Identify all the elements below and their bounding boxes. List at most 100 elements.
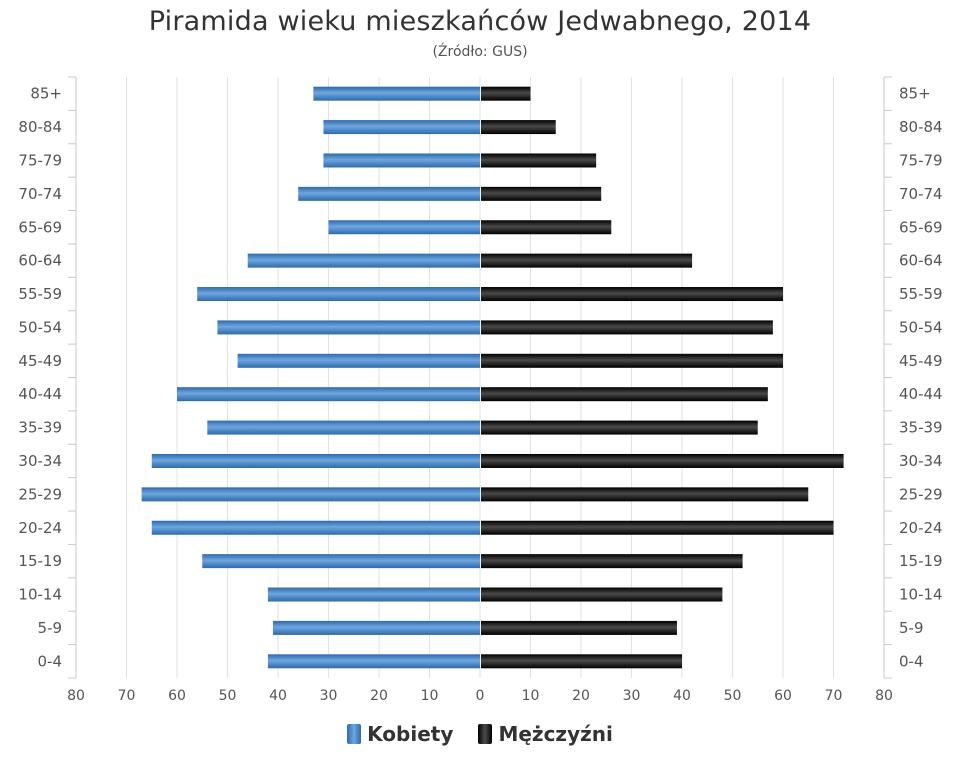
y-tick-label-left: 70-74 [18, 185, 62, 203]
bar-mezczyzni[interactable] [481, 587, 723, 602]
y-tick-label-right: 30-34 [899, 452, 943, 470]
y-tick-label-left: 20-24 [18, 519, 62, 537]
x-tick-label: 10 [522, 688, 540, 704]
x-tick-label: 70 [825, 688, 843, 704]
bar-kobiety[interactable] [267, 587, 480, 602]
y-tick-label-left: 85+ [30, 85, 62, 103]
bar-mezczyzni[interactable] [481, 253, 693, 268]
y-tick-label-left: 40-44 [18, 385, 62, 403]
x-tick-label: 10 [421, 688, 439, 704]
x-tick-label: 0 [476, 688, 485, 704]
legend-swatch-mezczyzni [478, 724, 493, 744]
legend-label-mezczyzni: Mężczyźni [498, 722, 613, 746]
legend: Kobiety Mężczyźni [0, 722, 960, 748]
y-tick-label-right: 65-69 [899, 218, 943, 236]
chart-title: Piramida wieku mieszkańców Jedwabnego, 2… [148, 6, 812, 37]
x-tick-label: 50 [724, 688, 742, 704]
y-tick-label-right: 70-74 [899, 185, 943, 203]
x-tick-label: 40 [269, 688, 287, 704]
x-tick-label: 20 [572, 688, 590, 704]
x-tick-label: 40 [673, 688, 691, 704]
y-tick-label-left: 15-19 [18, 552, 62, 570]
bar-mezczyzni[interactable] [481, 86, 531, 101]
y-tick-label-right: 40-44 [899, 385, 943, 403]
bar-mezczyzni[interactable] [481, 353, 783, 368]
y-tick-label-left: 35-39 [18, 419, 62, 437]
bar-mezczyzni[interactable] [481, 320, 773, 335]
x-tick-label: 60 [774, 688, 792, 704]
bar-mezczyzni[interactable] [481, 453, 844, 468]
bar-kobiety[interactable] [247, 253, 480, 268]
y-tick-label-left: 80-84 [18, 118, 62, 136]
y-tick-label-left: 0-4 [38, 652, 63, 670]
bar-kobiety[interactable] [207, 420, 481, 435]
legend-item-mezczyzni[interactable]: Mężczyźni [478, 722, 613, 746]
bar-mezczyzni[interactable] [481, 387, 768, 402]
x-tick-label: 30 [623, 688, 641, 704]
x-tick-label: 80 [875, 688, 893, 704]
y-tick-label-right: 80-84 [899, 118, 943, 136]
bar-mezczyzni[interactable] [481, 287, 783, 302]
bar-kobiety[interactable] [313, 86, 480, 101]
bar-mezczyzni[interactable] [481, 620, 677, 635]
y-tick-label-left: 65-69 [18, 218, 62, 236]
bar-kobiety[interactable] [217, 320, 480, 335]
bar-kobiety[interactable] [272, 620, 480, 635]
bar-kobiety[interactable] [267, 654, 480, 669]
y-tick-label-left: 25-29 [18, 485, 62, 503]
bar-mezczyzni[interactable] [481, 420, 758, 435]
y-tick-label-right: 20-24 [899, 519, 943, 537]
bar-mezczyzni[interactable] [481, 186, 602, 201]
bar-kobiety[interactable] [323, 153, 480, 168]
y-tick-label-right: 5-9 [899, 619, 924, 637]
y-tick-label-right: 15-19 [899, 552, 943, 570]
bar-mezczyzni[interactable] [481, 654, 682, 669]
bar-kobiety[interactable] [197, 287, 480, 302]
bar-kobiety[interactable] [177, 387, 480, 402]
bar-mezczyzni[interactable] [481, 520, 834, 535]
chart-subtitle: (Źródło: GUS) [432, 44, 528, 60]
y-tick-label-left: 30-34 [18, 452, 62, 470]
bar-kobiety[interactable] [151, 453, 480, 468]
y-tick-label-right: 45-49 [899, 352, 943, 370]
bar-mezczyzni[interactable] [481, 153, 597, 168]
y-tick-label-left: 50-54 [18, 318, 62, 336]
x-tick-label: 50 [219, 688, 237, 704]
x-tick-label: 60 [168, 688, 186, 704]
x-tick-label: 30 [320, 688, 338, 704]
bar-kobiety[interactable] [151, 520, 480, 535]
y-tick-label-right: 75-79 [899, 151, 943, 169]
legend-swatch-kobiety [347, 724, 362, 744]
x-tick-label: 80 [67, 688, 85, 704]
bar-kobiety[interactable] [328, 220, 481, 235]
bar-kobiety[interactable] [141, 487, 480, 502]
bar-kobiety[interactable] [202, 554, 480, 569]
y-tick-label-left: 75-79 [18, 151, 62, 169]
y-tick-label-right: 50-54 [899, 318, 943, 336]
legend-item-kobiety[interactable]: Kobiety [347, 722, 453, 746]
y-tick-label-left: 55-59 [18, 285, 62, 303]
y-tick-label-right: 60-64 [899, 252, 943, 270]
y-tick-label-left: 60-64 [18, 252, 62, 270]
bar-kobiety[interactable] [323, 120, 480, 135]
bar-mezczyzni[interactable] [481, 554, 743, 569]
y-tick-label-right: 10-14 [899, 586, 943, 604]
y-tick-label-right: 25-29 [899, 485, 943, 503]
y-tick-label-right: 85+ [899, 85, 931, 103]
x-tick-label: 20 [370, 688, 388, 704]
bar-kobiety[interactable] [298, 186, 480, 201]
bar-mezczyzni[interactable] [481, 120, 556, 135]
y-tick-label-left: 45-49 [18, 352, 62, 370]
legend-label-kobiety: Kobiety [367, 722, 454, 746]
y-tick-label-left: 10-14 [18, 586, 62, 604]
x-tick-label: 70 [118, 688, 136, 704]
y-tick-label-left: 5-9 [38, 619, 63, 637]
y-tick-label-right: 55-59 [899, 285, 943, 303]
y-tick-label-right: 35-39 [899, 419, 943, 437]
bar-mezczyzni[interactable] [481, 220, 612, 235]
bar-kobiety[interactable] [237, 353, 480, 368]
y-tick-label-right: 0-4 [899, 652, 924, 670]
bar-mezczyzni[interactable] [481, 487, 809, 502]
